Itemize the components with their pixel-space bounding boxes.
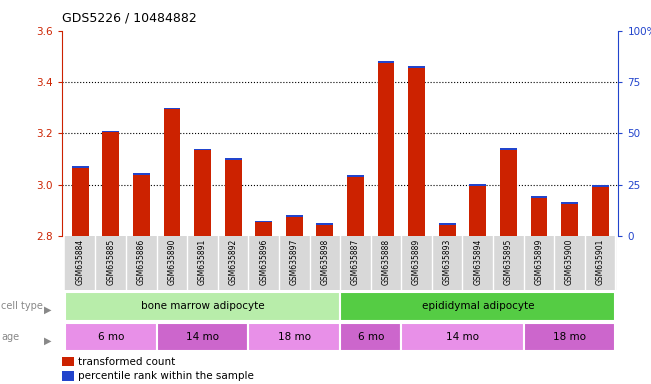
Bar: [554, 236, 585, 290]
Bar: [439, 223, 456, 225]
Bar: [408, 66, 425, 68]
Text: GSM635890: GSM635890: [167, 239, 176, 285]
Bar: [157, 323, 249, 351]
Bar: [378, 63, 395, 236]
Text: GSM635900: GSM635900: [565, 239, 574, 285]
Bar: [255, 221, 272, 222]
Bar: [65, 236, 96, 290]
Text: GSM635884: GSM635884: [76, 239, 85, 285]
Bar: [561, 202, 578, 204]
Bar: [255, 222, 272, 236]
Bar: [500, 150, 517, 236]
Bar: [469, 186, 486, 236]
Bar: [133, 174, 150, 236]
Text: GSM635887: GSM635887: [351, 239, 360, 285]
Bar: [592, 187, 609, 236]
Bar: [531, 198, 547, 236]
Bar: [316, 225, 333, 236]
Text: 18 mo: 18 mo: [553, 332, 586, 342]
Bar: [65, 323, 157, 351]
Bar: [401, 236, 432, 290]
Bar: [378, 61, 395, 63]
Bar: [249, 323, 340, 351]
Text: GSM635899: GSM635899: [534, 239, 544, 285]
Text: ▶: ▶: [44, 305, 52, 315]
Bar: [126, 236, 157, 290]
Text: 6 mo: 6 mo: [98, 332, 124, 342]
Bar: [286, 217, 303, 236]
Text: transformed count: transformed count: [78, 357, 175, 367]
Bar: [102, 131, 119, 132]
Bar: [316, 223, 333, 225]
Text: GSM635897: GSM635897: [290, 239, 299, 285]
Bar: [340, 292, 615, 321]
Text: GSM635891: GSM635891: [198, 239, 207, 285]
Text: cell type: cell type: [1, 301, 43, 311]
Bar: [310, 236, 340, 290]
Text: GSM635894: GSM635894: [473, 239, 482, 285]
Text: bone marrow adipocyte: bone marrow adipocyte: [141, 301, 264, 311]
Bar: [531, 195, 547, 198]
Text: GDS5226 / 10484882: GDS5226 / 10484882: [62, 12, 197, 25]
Text: percentile rank within the sample: percentile rank within the sample: [78, 371, 254, 381]
Text: GSM635889: GSM635889: [412, 239, 421, 285]
Text: GSM635896: GSM635896: [259, 239, 268, 285]
Bar: [493, 236, 523, 290]
Bar: [102, 132, 119, 236]
Bar: [523, 323, 615, 351]
Bar: [561, 204, 578, 236]
Bar: [65, 292, 340, 321]
Text: epididymal adipocyte: epididymal adipocyte: [421, 301, 534, 311]
Bar: [585, 236, 615, 290]
Bar: [340, 323, 401, 351]
Bar: [225, 158, 242, 161]
Bar: [592, 185, 609, 187]
Bar: [194, 149, 211, 150]
Bar: [225, 161, 242, 236]
Bar: [347, 177, 364, 236]
Text: age: age: [1, 332, 20, 342]
Text: GSM635893: GSM635893: [443, 239, 452, 285]
Bar: [370, 236, 401, 290]
Text: GSM635901: GSM635901: [596, 239, 605, 285]
Text: GSM635895: GSM635895: [504, 239, 513, 285]
Bar: [500, 148, 517, 150]
Bar: [279, 236, 310, 290]
Text: GSM635886: GSM635886: [137, 239, 146, 285]
Bar: [72, 166, 89, 168]
Bar: [439, 225, 456, 236]
Bar: [347, 175, 364, 177]
Bar: [163, 108, 180, 109]
Bar: [523, 236, 554, 290]
Bar: [340, 236, 370, 290]
Bar: [462, 236, 493, 290]
Bar: [194, 150, 211, 236]
Bar: [286, 215, 303, 217]
Bar: [157, 236, 187, 290]
Bar: [96, 236, 126, 290]
Bar: [432, 236, 462, 290]
Text: 18 mo: 18 mo: [278, 332, 311, 342]
Bar: [72, 168, 89, 236]
Bar: [401, 323, 523, 351]
Bar: [249, 236, 279, 290]
Bar: [408, 68, 425, 236]
Bar: [187, 236, 218, 290]
Text: 14 mo: 14 mo: [446, 332, 479, 342]
Text: GSM635892: GSM635892: [229, 239, 238, 285]
Text: 6 mo: 6 mo: [357, 332, 384, 342]
Text: GSM635885: GSM635885: [106, 239, 115, 285]
Text: GSM635888: GSM635888: [381, 239, 391, 285]
Bar: [218, 236, 249, 290]
Text: 14 mo: 14 mo: [186, 332, 219, 342]
Bar: [163, 109, 180, 236]
Bar: [469, 184, 486, 186]
Text: GSM635898: GSM635898: [320, 239, 329, 285]
Bar: [133, 173, 150, 174]
Text: ▶: ▶: [44, 336, 52, 346]
